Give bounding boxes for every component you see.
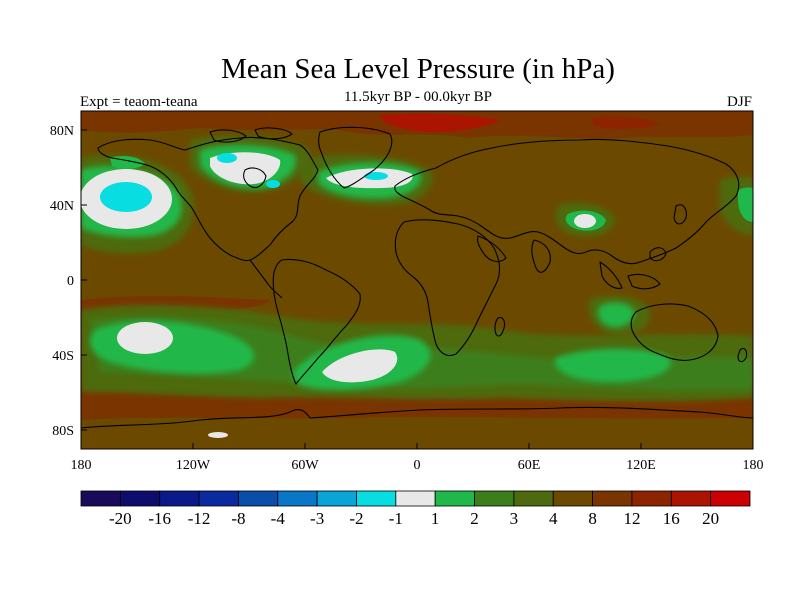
- colorbar-label: 1: [431, 509, 440, 528]
- contour-band-1-south-atlantic: [322, 349, 398, 383]
- y-tick-label: 80N: [50, 124, 74, 139]
- coast-central-america: [249, 259, 283, 299]
- colorbar-swatch: [198, 490, 239, 507]
- y-tick-label: 0: [67, 274, 74, 289]
- colorbar-swatch: [356, 490, 397, 507]
- coast-europe-asia: [394, 138, 740, 265]
- coast-south-america: [272, 258, 361, 385]
- colorbar-label: 12: [623, 509, 640, 528]
- colorbar-label: -20: [109, 509, 132, 528]
- colorbar-label: -12: [188, 509, 211, 528]
- colorbar-swatch: [670, 490, 712, 507]
- contour-band-2-indian: [554, 348, 671, 382]
- contour-band-1-south-pacific: [117, 322, 173, 354]
- colorbar-swatch: [159, 490, 200, 507]
- contour-band-neg2-north-pacific: [100, 182, 152, 212]
- axis-ticks: [80, 129, 754, 449]
- coast-greenland: [318, 126, 393, 189]
- colorbar-label: 3: [510, 509, 519, 528]
- colorbar-swatch: [513, 490, 554, 507]
- coast-hudson-bay: [243, 167, 267, 189]
- contour-band-1-antarctic: [208, 432, 228, 438]
- contour-band-arctic-peak-2: [590, 116, 660, 129]
- contour-band-2-australia: [598, 302, 635, 328]
- colorbar-swatch: [80, 490, 121, 507]
- contour-band-neg2-canada-a: [217, 153, 237, 163]
- contour-band-antarctic: [81, 417, 753, 449]
- colorbar-label: -4: [271, 509, 286, 528]
- x-tick-label: 120W: [176, 458, 211, 473]
- coast-arctic-islands: [209, 127, 293, 143]
- colorbar-swatch: [592, 490, 633, 507]
- coast-arabia-india: [476, 235, 551, 273]
- page-subtitle: 11.5kyr BP - 00.0kyr BP: [343, 89, 493, 105]
- colorbar-swatch: [710, 490, 751, 507]
- colorbar-swatch: [277, 490, 318, 507]
- experiment-label: Expt = teaom-teana: [80, 94, 198, 110]
- colorbar-label: 8: [588, 509, 597, 528]
- colorbar-label: 4: [549, 509, 558, 528]
- contour-band-1-tibet: [574, 214, 596, 228]
- coast-japan: [673, 204, 687, 225]
- colorbar-label: 2: [470, 509, 479, 528]
- coast-antarctica: [81, 406, 753, 429]
- page-title: Mean Sea Level Pressure (in hPa): [221, 53, 615, 85]
- contour-band-neg2-canada-b: [266, 180, 280, 188]
- coast-southeast-asia: [599, 247, 667, 290]
- colorbar-swatch: [474, 490, 515, 507]
- y-tick-label: 80S: [52, 424, 74, 439]
- contour-band-neg2-greenland: [364, 172, 388, 180]
- colorbar-swatch: [119, 490, 161, 507]
- colorbar-swatch: [434, 490, 475, 507]
- colorbar-label: -1: [389, 509, 403, 528]
- coast-new-zealand: [737, 347, 748, 363]
- x-tick-label: 0: [414, 458, 421, 473]
- season-label: DJF: [726, 94, 752, 110]
- coastlines: [81, 126, 753, 429]
- colorbar-label: -2: [349, 509, 363, 528]
- coast-australia: [630, 303, 719, 361]
- x-tick-label: 60W: [291, 458, 319, 473]
- colorbar-swatch: [395, 490, 436, 507]
- x-tick-label: 180: [71, 458, 92, 473]
- x-tick-label: 60E: [518, 458, 541, 473]
- colorbar-swatch: [552, 490, 593, 507]
- y-tick-label: 40S: [52, 349, 74, 364]
- colorbar-label: -8: [231, 509, 245, 528]
- x-tick-label: 180: [743, 458, 764, 473]
- contour-band-2-east-pacific: [738, 187, 753, 222]
- colorbar: -20 -16 -12 -8 -4 -3 -2 -1 1 2 3 4 8 12 16 20: [80, 490, 751, 528]
- colorbar-label: -16: [148, 509, 171, 528]
- y-tick-label: 40N: [50, 199, 74, 214]
- colorbar-swatch: [238, 490, 279, 507]
- colorbar-label: 20: [702, 509, 719, 528]
- coast-madagascar: [494, 316, 506, 337]
- contour-band-arctic-peak: [380, 113, 500, 132]
- coast-north-america: [97, 136, 319, 262]
- colorbar-swatch: [316, 490, 357, 507]
- colorbar-label: -3: [310, 509, 324, 528]
- colorbar-label: 16: [663, 509, 680, 528]
- pressure-field: [81, 111, 753, 449]
- coast-africa: [394, 219, 501, 357]
- colorbar-swatch: [631, 490, 672, 507]
- x-tick-label: 120E: [626, 458, 656, 473]
